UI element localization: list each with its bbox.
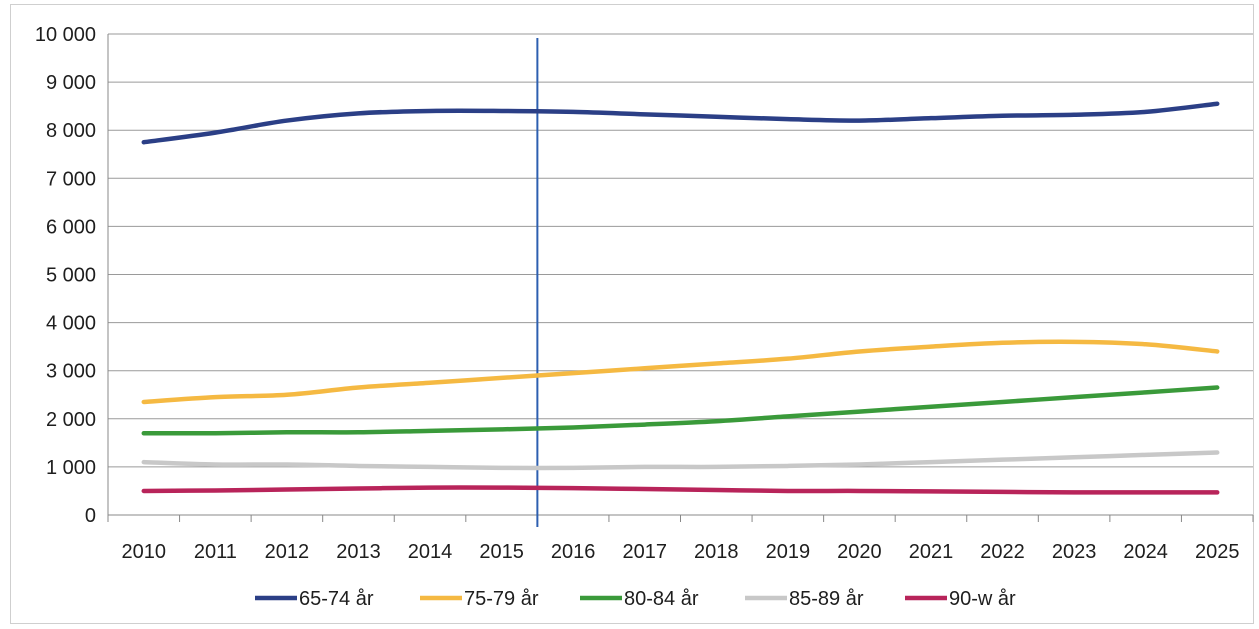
x-tick-label: 2016 [551,541,596,563]
y-tick-label: 3 000 [46,361,96,383]
x-tick-label: 2010 [122,541,167,563]
y-tick-label: 8 000 [46,120,96,142]
y-tick-label: 5 000 [46,265,96,287]
y-tick-label: 4 000 [46,313,96,335]
y-tick-label: 1 000 [46,457,96,479]
x-tick-label: 2012 [265,541,310,563]
x-tick-label: 2019 [766,541,811,563]
y-tick-label: 2 000 [46,409,96,431]
x-tick-label: 2020 [837,541,882,563]
x-tick-label: 2023 [1052,541,1097,563]
legend-label: 90-w år [949,588,1016,610]
x-tick-label: 2014 [408,541,453,563]
legend-label: 85-89 år [789,588,864,610]
x-tick-label: 2025 [1195,541,1240,563]
x-tick-label: 2018 [694,541,739,563]
x-tick-label: 2015 [479,541,524,563]
series-line-2 [141,385,1220,436]
legend-label: 75-79 år [464,588,539,610]
x-tick-label: 2013 [336,541,381,563]
y-tick-label: 10 000 [35,24,96,46]
y-tick-label: 9 000 [46,72,96,94]
x-tick-label: 2022 [980,541,1025,563]
series-line-3 [141,450,1220,471]
x-tick-label: 2011 [194,541,237,563]
legend-label: 65-74 år [299,588,374,610]
y-tick-label: 0 [85,505,96,527]
x-tick-label: 2021 [909,541,954,563]
series-line-4 [141,485,1220,495]
legend-label: 80-84 år [624,588,699,610]
y-tick-label: 7 000 [46,168,96,190]
x-tick-label: 2024 [1123,541,1168,563]
chart-frame [10,4,1254,624]
y-tick-label: 6 000 [46,216,96,238]
x-tick-label: 2017 [622,541,667,563]
series-line-0 [141,101,1220,145]
series-line-1 [141,339,1220,405]
